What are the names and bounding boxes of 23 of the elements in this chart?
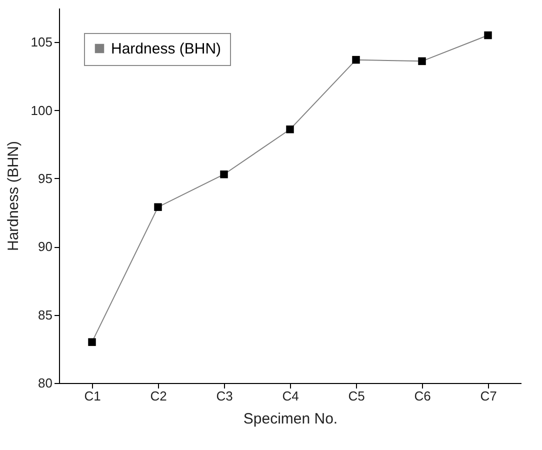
point bbox=[220, 170, 228, 178]
point bbox=[352, 56, 360, 64]
point bbox=[154, 203, 162, 211]
y-tick-label: 95 bbox=[38, 170, 52, 186]
y-tick-label: 85 bbox=[38, 307, 52, 322]
x-tick-label: C2 bbox=[150, 388, 167, 404]
x-tick-label: C4 bbox=[282, 388, 299, 404]
x-tick-label: C7 bbox=[480, 388, 497, 404]
point bbox=[286, 125, 294, 134]
legend-label: Hardness (BHN) bbox=[111, 40, 222, 58]
x-tick-label: C6 bbox=[414, 388, 431, 404]
y-tick-label: 105 bbox=[30, 34, 52, 50]
point bbox=[88, 338, 96, 346]
point bbox=[418, 57, 426, 66]
y-tick-label: 90 bbox=[38, 239, 52, 254]
point bbox=[484, 31, 492, 40]
x-tick-label: C3 bbox=[216, 388, 233, 404]
x-axis-title: Specimen No. bbox=[243, 410, 338, 428]
y-axis-title: Hardness (BHN) bbox=[4, 140, 22, 252]
y-tick-label: 100 bbox=[30, 102, 52, 118]
x-tick-label: C1 bbox=[84, 388, 101, 404]
x-tick-label: C5 bbox=[348, 388, 365, 404]
y-tick-label: 80 bbox=[38, 376, 52, 390]
